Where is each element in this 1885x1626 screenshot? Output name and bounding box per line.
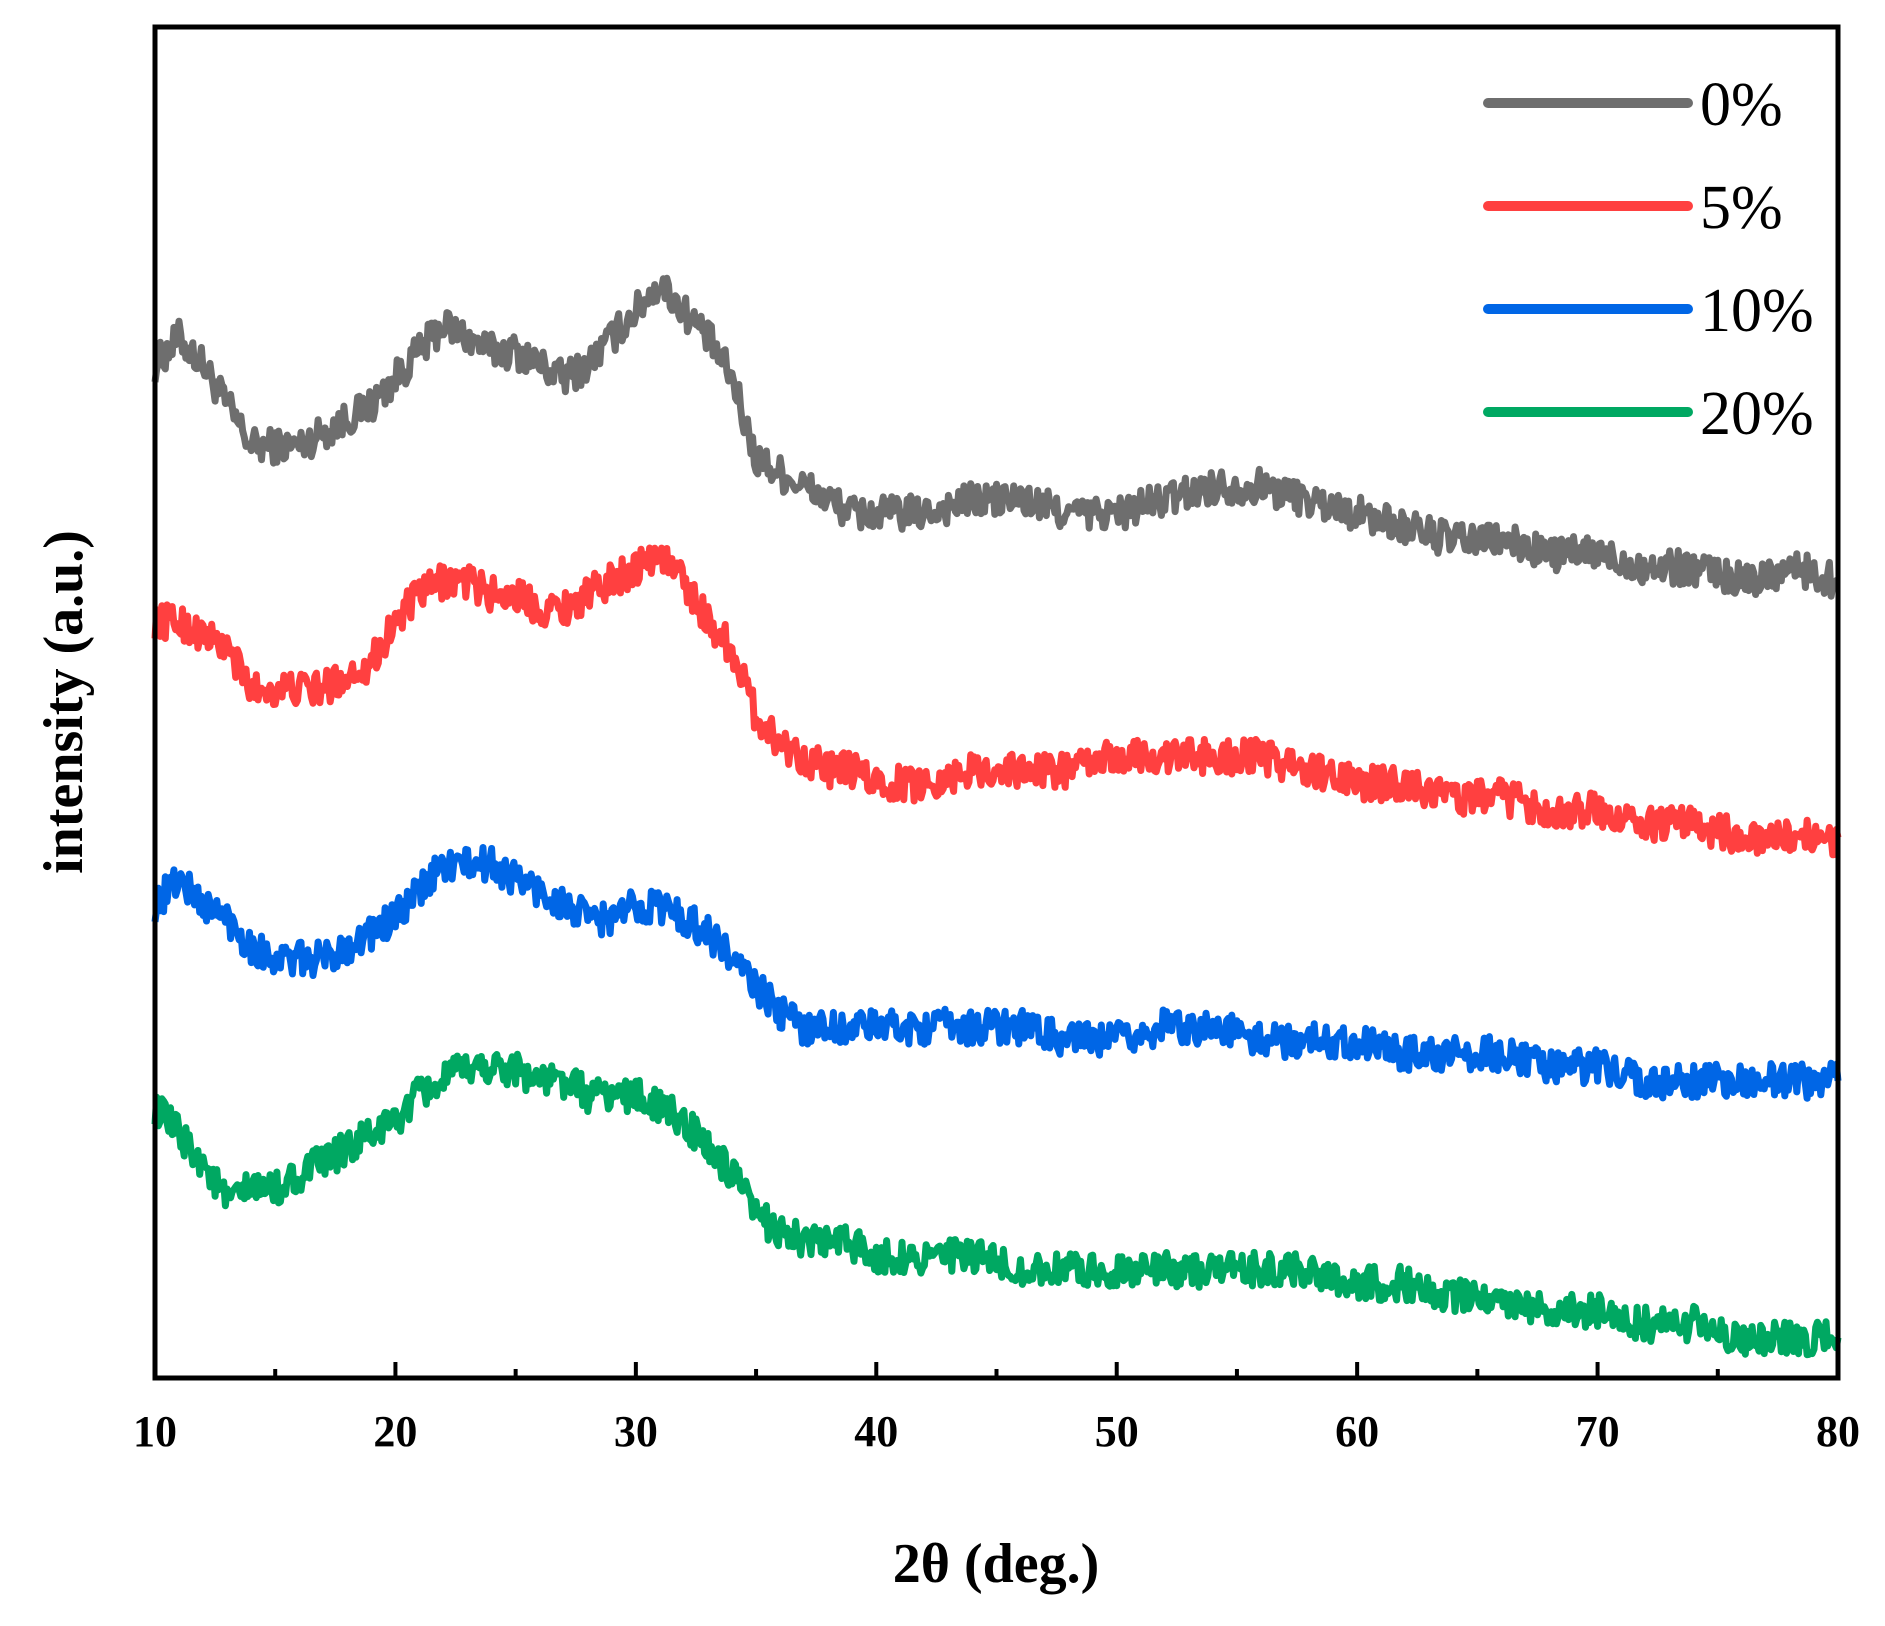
x-tick-label: 60 xyxy=(1335,1407,1379,1456)
series-line-5pct xyxy=(151,544,1842,859)
x-axis-title: 2θ (deg.) xyxy=(893,1533,1100,1595)
plot-frame xyxy=(152,24,1841,1381)
series-layer xyxy=(151,274,1842,1359)
series-line-0pct xyxy=(151,274,1840,600)
series-line-20pct xyxy=(151,1050,1842,1359)
series-line-10pct xyxy=(151,844,1842,1102)
legend: 0% 5% 10% 20% xyxy=(1483,71,1814,448)
x-tick-label: 10 xyxy=(133,1407,177,1456)
x-tick-label: 50 xyxy=(1095,1407,1139,1456)
x-tick-label: 80 xyxy=(1816,1407,1860,1456)
legend-label-10pct: 10% xyxy=(1700,277,1814,345)
y-axis-title: intensity (a.u.) xyxy=(33,530,95,874)
x-tick-label: 20 xyxy=(373,1407,417,1456)
x-tick-label: 40 xyxy=(854,1407,898,1456)
x-axis-ticks: 10 20 30 40 50 60 70 80 xyxy=(133,1362,1860,1456)
x-tick-label: 70 xyxy=(1576,1407,1620,1456)
legend-label-0pct: 0% xyxy=(1700,71,1783,139)
legend-label-5pct: 5% xyxy=(1700,174,1783,242)
legend-label-20pct: 20% xyxy=(1700,380,1814,448)
x-tick-label: 30 xyxy=(614,1407,658,1456)
